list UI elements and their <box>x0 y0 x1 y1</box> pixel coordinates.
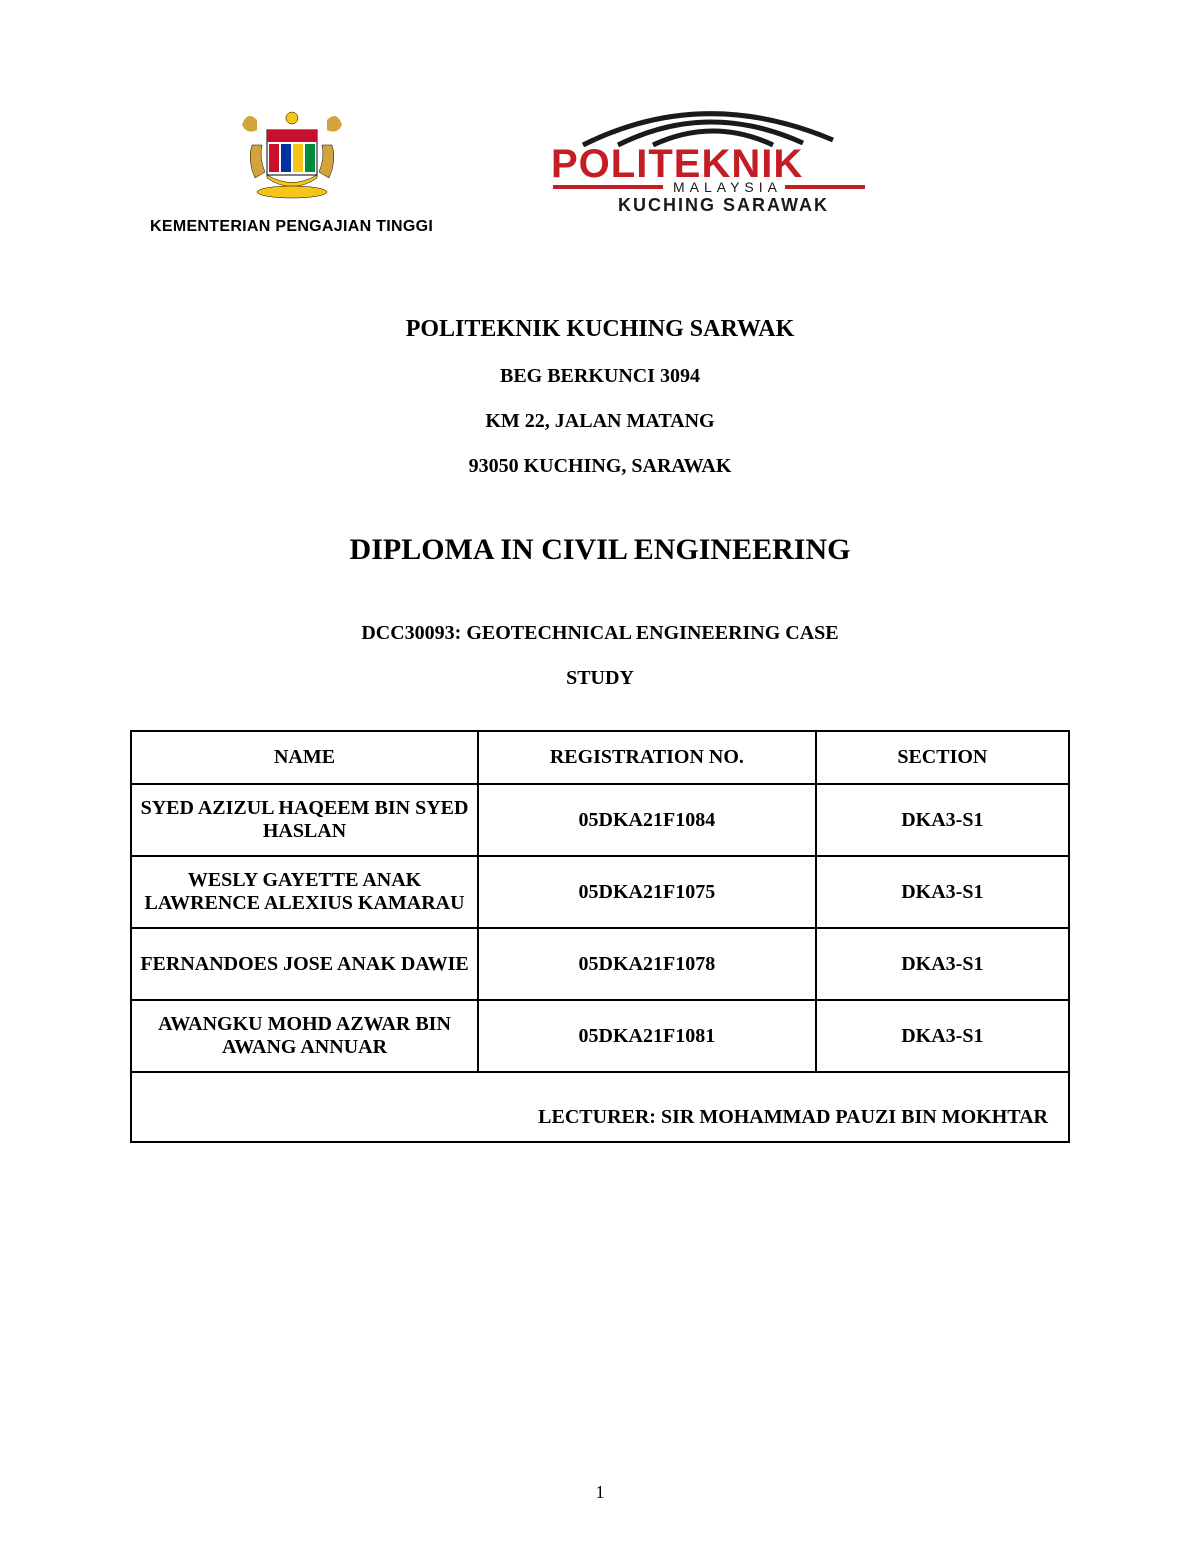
svg-text:MALAYSIA: MALAYSIA <box>673 179 782 195</box>
cell-registration: 05DKA21F1084 <box>478 784 816 856</box>
header-section: SECTION <box>816 731 1069 784</box>
cell-registration: 05DKA21F1075 <box>478 856 816 928</box>
cell-name: FERNANDOES JOSE ANAK DAWIE <box>131 928 478 1000</box>
table-row: SYED AZIZUL HAQEEM BIN SYED HASLAN 05DKA… <box>131 784 1069 856</box>
course-line-1: DCC30093: GEOTECHNICAL ENGINEERING CASE <box>130 622 1070 645</box>
politeknik-logo-block: POLITEKNIK MALAYSIA KUCHING SARAWAK <box>523 95 893 225</box>
header-registration: REGISTRATION NO. <box>478 731 816 784</box>
cell-registration: 05DKA21F1081 <box>478 1000 816 1072</box>
institution-title: POLITEKNIK KUCHING SARWAK <box>130 316 1070 343</box>
cell-section: DKA3-S1 <box>816 856 1069 928</box>
malaysia-crest-icon <box>227 100 357 210</box>
politeknik-logo-icon: POLITEKNIK MALAYSIA KUCHING SARAWAK <box>523 95 893 225</box>
address-line-1: BEG BERKUNCI 3094 <box>130 365 1070 388</box>
cell-name: SYED AZIZUL HAQEEM BIN SYED HASLAN <box>131 784 478 856</box>
ministry-logo-block: KEMENTERIAN PENGAJIAN TINGGI <box>150 100 433 236</box>
course-line-2: STUDY <box>130 667 1070 690</box>
lecturer-cell: LECTURER: SIR MOHAMMAD PAUZI BIN MOKHTAR <box>131 1072 1069 1142</box>
cell-name: AWANGKU MOHD AZWAR BIN AWANG ANNUAR <box>131 1000 478 1072</box>
address-block: POLITEKNIK KUCHING SARWAK BEG BERKUNCI 3… <box>130 316 1070 478</box>
table-row: WESLY GAYETTE ANAK LAWRENCE ALEXIUS KAMA… <box>131 856 1069 928</box>
header-name: NAME <box>131 731 478 784</box>
table-row: AWANGKU MOHD AZWAR BIN AWANG ANNUAR 05DK… <box>131 1000 1069 1072</box>
course-block: DCC30093: GEOTECHNICAL ENGINEERING CASE … <box>130 622 1070 690</box>
address-line-2: KM 22, JALAN MATANG <box>130 410 1070 433</box>
cell-section: DKA3-S1 <box>816 928 1069 1000</box>
table-header-row: NAME REGISTRATION NO. SECTION <box>131 731 1069 784</box>
table-row: FERNANDOES JOSE ANAK DAWIE 05DKA21F1078 … <box>131 928 1069 1000</box>
student-table: NAME REGISTRATION NO. SECTION SYED AZIZU… <box>130 730 1070 1143</box>
logos-row: KEMENTERIAN PENGAJIAN TINGGI POLITEKNIK … <box>130 100 1070 236</box>
cell-section: DKA3-S1 <box>816 1000 1069 1072</box>
page-number: 1 <box>0 1482 1200 1503</box>
cell-registration: 05DKA21F1078 <box>478 928 816 1000</box>
lecturer-row: LECTURER: SIR MOHAMMAD PAUZI BIN MOKHTAR <box>131 1072 1069 1142</box>
svg-text:KUCHING SARAWAK: KUCHING SARAWAK <box>618 195 829 215</box>
main-title: DIPLOMA IN CIVIL ENGINEERING <box>130 533 1070 567</box>
cell-section: DKA3-S1 <box>816 784 1069 856</box>
address-line-3: 93050 KUCHING, SARAWAK <box>130 455 1070 478</box>
ministry-label: KEMENTERIAN PENGAJIAN TINGGI <box>150 218 433 236</box>
cell-name: WESLY GAYETTE ANAK LAWRENCE ALEXIUS KAMA… <box>131 856 478 928</box>
